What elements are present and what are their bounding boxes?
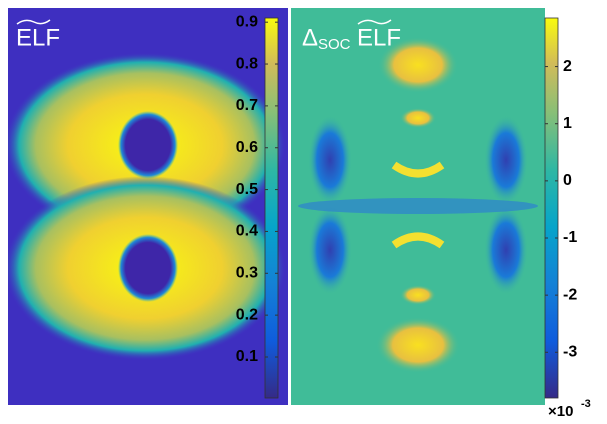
colorbar-tick-label: 0.7 <box>236 97 258 114</box>
colorbar-tick-label: 0.2 <box>236 306 258 323</box>
colorbar-tick-label: -2 <box>563 286 577 303</box>
colorbar-tick-label: 0.8 <box>236 55 258 72</box>
title-subscript: SOC <box>318 36 351 53</box>
colorbar-tick-label: -3 <box>563 344 577 361</box>
title-prefix: Δ <box>302 24 318 51</box>
panel-title: ELF <box>16 24 60 51</box>
colorbar-tick-label: 1 <box>563 115 572 132</box>
scale-label: ×10 <box>548 403 573 420</box>
heatmap-2 <box>291 8 545 405</box>
colorbar-tick-label: 0.1 <box>236 348 258 365</box>
heatmap-1 <box>8 8 288 405</box>
colorbar-tick-label: 0.9 <box>236 13 258 30</box>
colorbar-tick-label: 0.6 <box>236 139 258 156</box>
title-hat <box>16 19 51 25</box>
colorbar-tick-label: 0.4 <box>236 223 258 240</box>
colorbar-tick-label: 0.3 <box>236 265 258 282</box>
colorbar-tick-label: 2 <box>563 58 572 75</box>
colorbar-1 <box>264 17 279 399</box>
colorbar-tick-label: 0 <box>563 172 572 189</box>
colorbar-tick-label: -1 <box>563 229 577 246</box>
colorbar-tick-label: 0.5 <box>236 181 258 198</box>
scale-exponent: -3 <box>581 398 591 410</box>
title-hat <box>357 19 392 25</box>
panel-title: ELF <box>357 24 401 51</box>
colorbar-2 <box>544 17 559 399</box>
